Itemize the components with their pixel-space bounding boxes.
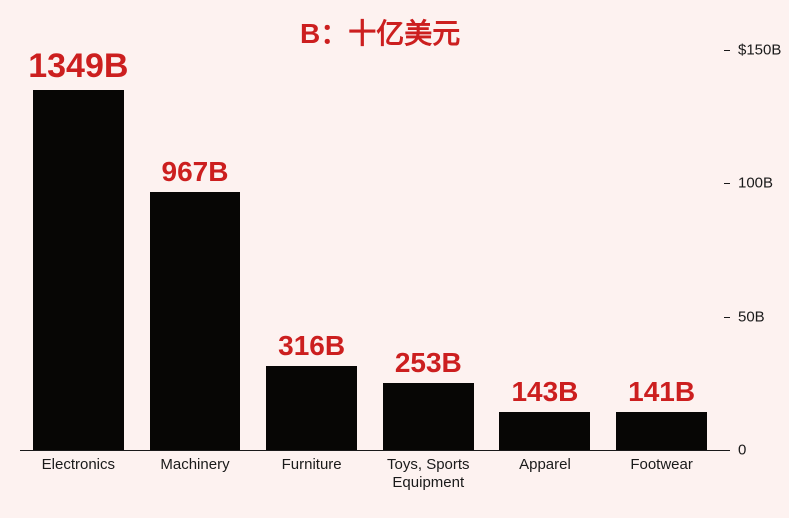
bar-value-label: 141B xyxy=(628,376,695,408)
bar-col: 143B xyxy=(487,376,604,450)
bar-rect xyxy=(383,383,474,450)
bar-value-label: 1349B xyxy=(28,47,128,86)
y-axis-tick-label: 0 xyxy=(738,442,746,459)
x-axis-label: Electronics xyxy=(20,456,137,492)
bar-rect xyxy=(266,366,357,450)
y-axis-tick-mark xyxy=(724,183,730,184)
y-axis-tick-label: 100B xyxy=(738,175,773,192)
bar-col: 141B xyxy=(603,376,720,450)
bar-col: 316B xyxy=(253,330,370,450)
chart-canvas: B：十亿美元 1349B 967B 316B 253B 143B 141B Electro… xyxy=(0,0,789,518)
chart-title: B：十亿美元 xyxy=(300,12,460,52)
bar-value-label: 316B xyxy=(278,330,345,362)
x-axis-label: Apparel xyxy=(487,456,604,492)
plot-area: 1349B 967B 316B 253B 143B 141B xyxy=(20,50,720,450)
bar-value-label: 967B xyxy=(162,156,229,188)
bar-rect xyxy=(150,192,241,450)
bar-col: 1349B xyxy=(20,47,137,450)
x-axis-label: Footwear xyxy=(603,456,720,492)
y-axis-tick-mark xyxy=(724,50,730,51)
bar-rect xyxy=(33,90,124,450)
y-axis-tick-mark xyxy=(724,317,730,318)
bar-col: 253B xyxy=(370,347,487,450)
y-axis-tick-label: $150B xyxy=(738,42,781,59)
bar-value-label: 253B xyxy=(395,347,462,379)
y-axis-tick-label: 50B xyxy=(738,308,765,325)
bar-col: 967B xyxy=(137,156,254,450)
x-labels: ElectronicsMachineryFurnitureToys, Sport… xyxy=(20,456,720,492)
y-axis-tick-mark xyxy=(724,450,730,451)
bar-rect xyxy=(616,412,707,450)
x-axis-line xyxy=(20,450,730,451)
x-axis-label: Machinery xyxy=(137,456,254,492)
bars-container: 1349B 967B 316B 253B 143B 141B xyxy=(20,50,720,450)
x-axis-label: Toys, SportsEquipment xyxy=(370,456,487,492)
bar-rect xyxy=(499,412,590,450)
bar-value-label: 143B xyxy=(511,376,578,408)
x-axis-label: Furniture xyxy=(253,456,370,492)
